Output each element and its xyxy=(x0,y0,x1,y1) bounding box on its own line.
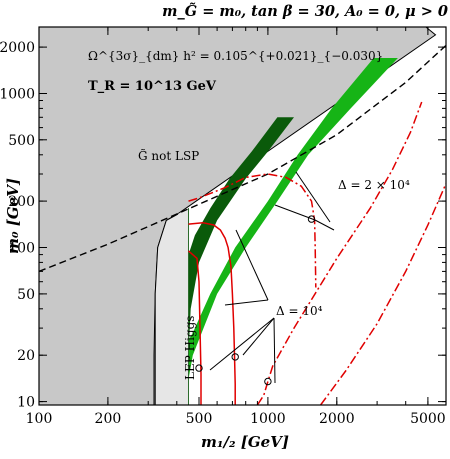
marker-2 xyxy=(264,377,272,386)
pointer-delta-high-arrow xyxy=(295,171,331,223)
y-axis-title: m₀ [GeV] xyxy=(4,178,22,254)
lep-label: LEP Higgs xyxy=(183,316,197,380)
y-tick-label-4: 200 xyxy=(8,194,35,210)
y-tick-label-3: 100 xyxy=(8,241,35,257)
lep-higgs-region xyxy=(155,208,189,405)
pointer-delta-low-2 xyxy=(242,317,275,356)
pointer-delta-low-3 xyxy=(273,317,276,384)
plot-frame xyxy=(38,26,447,406)
series-line-1 xyxy=(188,173,317,288)
y-tick-label-0: 10 xyxy=(17,395,35,411)
x-tick-label-0: 100 xyxy=(26,411,53,427)
x-axis-title: m₁/₂ [GeV] xyxy=(201,433,289,451)
y-tick-label-7: 2000 xyxy=(0,40,35,56)
x-tick-label-4: 2000 xyxy=(319,411,355,427)
x-tick-label-2: 500 xyxy=(186,411,213,427)
pointer-delta-low-5 xyxy=(224,299,269,306)
pointer-lines xyxy=(209,171,335,384)
series-layer xyxy=(39,44,446,405)
series-line-3 xyxy=(188,250,202,405)
tick-layer: 100 200 500 1000 2000 5000 10 20 50 100 200 500 1000… xyxy=(0,27,447,427)
y-tick-label-6: 1000 xyxy=(0,87,35,103)
y-tick-label-1: 20 xyxy=(17,348,35,364)
gravitino-label: G̃ not LSP xyxy=(138,148,199,163)
x-tick-label-3: 1000 xyxy=(250,411,286,427)
pointer-delta-high-b xyxy=(314,219,335,231)
marker-0 xyxy=(195,364,203,372)
lep-boundary-line xyxy=(154,213,179,405)
relic-density-label: Ω^{3σ}_{dm} h² = 0.105^{+0.021}_{−0.030} xyxy=(88,49,383,63)
delta-high-label: Δ = 2 × 10⁴ xyxy=(338,178,410,192)
pointer-delta-low-4 xyxy=(235,229,269,301)
series-line-5 xyxy=(319,183,446,405)
pointer-delta-high-a xyxy=(274,204,316,221)
delta-low-label: Δ = 10⁴ xyxy=(276,304,323,318)
relic-density-dark-band xyxy=(188,117,294,356)
x-tick-label-1: 200 xyxy=(95,411,122,427)
reheating-label: T_R = 10^13 GeV xyxy=(88,79,217,94)
marker-3 xyxy=(307,215,316,223)
pointer-delta-low-1 xyxy=(209,317,275,371)
series-line-4 xyxy=(256,101,423,405)
series-line-0 xyxy=(39,44,446,273)
marker-layer xyxy=(195,215,316,386)
chart-title: m_G̃ = m₀, tan β = 30, A₀ = 0, μ > 0 xyxy=(162,2,448,20)
x-tick-label-5: 5000 xyxy=(410,411,446,427)
marker-1 xyxy=(231,353,239,361)
y-tick-label-2: 50 xyxy=(17,287,35,303)
y-tick-label-5: 500 xyxy=(8,133,35,149)
